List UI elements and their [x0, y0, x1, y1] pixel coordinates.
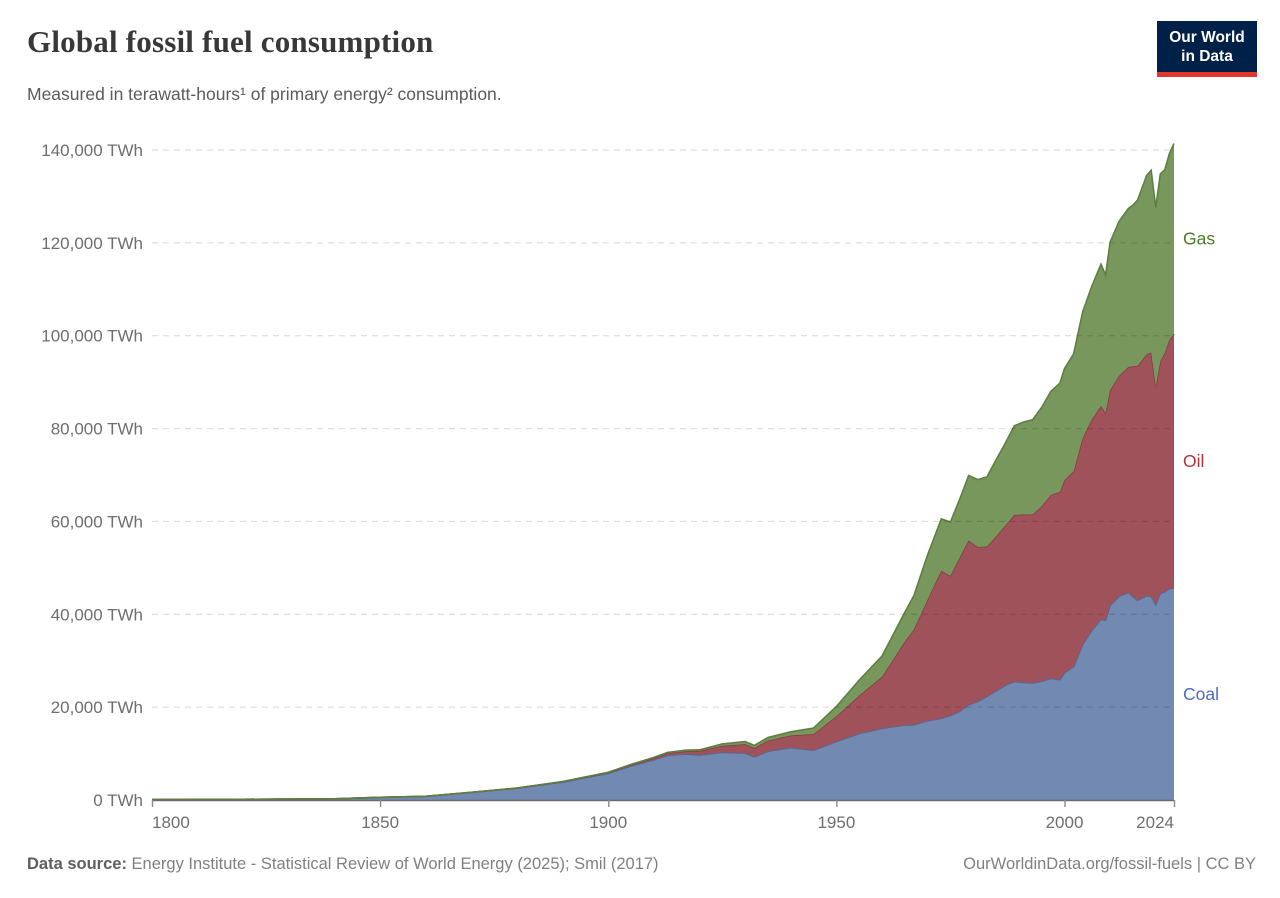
x-tick-label-1850: 1850 — [361, 813, 399, 832]
y-tick-label-100000: 100,000 TWh — [41, 327, 143, 346]
x-tick-label-1900: 1900 — [589, 813, 627, 832]
owid-logo-line2: in Data — [1181, 48, 1233, 65]
y-tick-label-80000: 80,000 TWh — [51, 420, 143, 439]
x-tick-label-1950: 1950 — [817, 813, 855, 832]
x-tick-label-2024: 2024 — [1136, 813, 1174, 832]
y-tick-label-60000: 60,000 TWh — [51, 512, 143, 531]
x-tick-label-1800: 1800 — [152, 813, 190, 832]
stacked-area-chart: 0 TWh 20,000 TWh 40,000 TWh 60,000 TWh 80,00… — [41, 141, 1219, 832]
area-coal — [152, 588, 1174, 800]
owid-logo-line1: Our World — [1169, 29, 1245, 46]
x-tick-label-2000: 2000 — [1046, 813, 1084, 832]
data-source-text: Energy Institute - Statistical Review of… — [131, 855, 659, 873]
series-label-coal: Coal — [1183, 684, 1219, 704]
credit-link[interactable]: OurWorldinData.org/fossil-fuels | CC BY — [963, 855, 1256, 873]
page-title: Global fossil fuel consumption — [27, 24, 434, 59]
area-oil — [152, 333, 1174, 800]
data-source: Data source: Energy Institute - Statisti… — [27, 855, 659, 874]
owid-logo: Our World in Data — [1157, 21, 1257, 77]
data-source-label: Data source: — [27, 855, 127, 873]
series-label-gas: Gas — [1183, 229, 1215, 249]
y-tick-label-20000: 20,000 TWh — [51, 698, 143, 717]
chart-subtitle: Measured in terawatt-hours¹ of primary e… — [27, 84, 502, 104]
y-tick-label-40000: 40,000 TWh — [51, 605, 143, 624]
y-tick-label-0: 0 TWh — [93, 791, 143, 810]
series-label-oil: Oil — [1183, 451, 1204, 471]
y-tick-label-120000: 120,000 TWh — [41, 234, 143, 253]
y-tick-label-140000: 140,000 TWh — [41, 141, 143, 160]
chart-footer: Data source: Energy Institute - Statisti… — [27, 855, 1256, 874]
line-gas — [151, 143, 1175, 801]
